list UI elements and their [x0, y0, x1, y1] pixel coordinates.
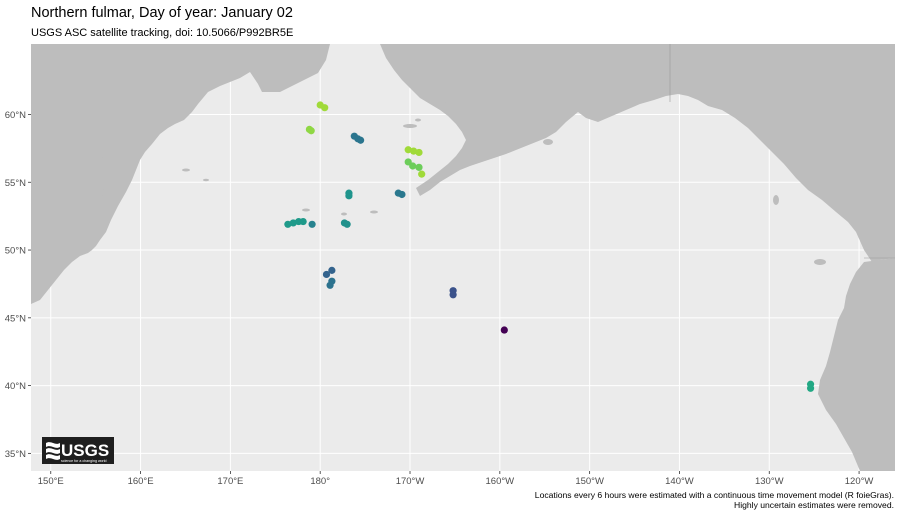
island-aleutian-1 [302, 208, 310, 212]
island-haida-gwaii [773, 195, 779, 205]
land-layer [31, 44, 895, 471]
location-point [305, 125, 314, 133]
x-tick-label: 120°W [845, 476, 874, 487]
location-point [500, 326, 508, 334]
location-point [326, 281, 334, 289]
y-tick-label: 40°N [5, 381, 26, 392]
location-point [449, 291, 457, 299]
location-point [328, 266, 336, 274]
land-siberia-kamchatka [31, 44, 330, 304]
y-tick-label: 50°N [5, 246, 26, 257]
caption-line-2: Highly uncertain estimates were removed. [733, 500, 894, 510]
location-point [398, 190, 406, 199]
island-pribilof [403, 124, 417, 128]
island-commander [182, 168, 190, 172]
island-commander-2 [203, 178, 209, 182]
caption-line-1: Locations every 6 hours were estimated w… [534, 490, 894, 500]
usgs-logo-tagline: science for a changing world [61, 459, 107, 463]
location-point [284, 220, 292, 228]
land-north-america-west [818, 258, 895, 471]
x-tick-label: 130°W [755, 476, 784, 487]
x-tick-label: 170°E [217, 476, 243, 487]
usgs-wave-icon [46, 442, 60, 460]
location-point [308, 220, 316, 228]
location-point [316, 101, 324, 109]
land-alaska [380, 44, 895, 262]
x-axis: 150°E 160°E 170°E 180° 170°W 160°W 150°W 140°W 1… [38, 471, 874, 487]
island-kodiak [543, 139, 553, 145]
x-tick-label: 160°W [486, 476, 515, 487]
location-point [418, 170, 426, 178]
usgs-logo-text: USGS [61, 441, 109, 460]
island-aleutian-3 [370, 210, 378, 214]
map-caption: Locations every 6 hours were estimated w… [535, 490, 894, 510]
x-tick-label: 160°E [128, 476, 154, 487]
map-title: Northern fulmar, Day of year: January 02 [31, 5, 293, 21]
y-tick-label: 60°N [5, 110, 26, 121]
x-tick-label: 180° [310, 476, 330, 487]
y-axis: 35°N 40°N 45°N 50°N 55°N 60°N [5, 110, 31, 460]
location-point [343, 220, 351, 228]
x-tick-label: 150°E [38, 476, 64, 487]
x-tick-label: 170°W [396, 476, 425, 487]
location-point [415, 163, 423, 171]
x-tick-label: 150°W [575, 476, 604, 487]
island-st-matthew [438, 102, 448, 106]
location-point [409, 162, 417, 170]
location-point [415, 148, 423, 157]
location-point [345, 192, 353, 200]
location-point [410, 147, 418, 155]
land-islands [182, 102, 826, 265]
tracking-locations [284, 101, 815, 392]
location-point [299, 217, 307, 226]
land-sakhalin [98, 155, 112, 222]
y-tick-label: 45°N [5, 313, 26, 324]
location-point [289, 219, 297, 227]
island-aleutian-2 [341, 212, 347, 216]
y-tick-label: 55°N [5, 178, 26, 189]
location-point [404, 146, 412, 154]
usgs-logo: USGS science for a changing world [42, 437, 114, 464]
island-vancouver [814, 259, 826, 265]
location-point [357, 136, 365, 144]
location-point [806, 384, 815, 392]
map-subtitle: USGS ASC satellite tracking, doi: 10.506… [31, 27, 294, 39]
x-tick-label: 140°W [665, 476, 694, 487]
location-point [322, 270, 331, 279]
island-pribilof-2 [415, 118, 421, 122]
y-tick-label: 35°N [5, 449, 26, 460]
